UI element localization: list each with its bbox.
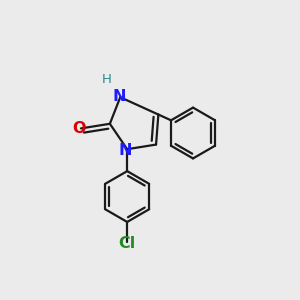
Text: N: N [112,88,126,104]
Text: N: N [118,143,132,158]
Text: H: H [101,74,111,86]
Text: O: O [72,121,86,136]
Text: Cl: Cl [118,236,136,251]
